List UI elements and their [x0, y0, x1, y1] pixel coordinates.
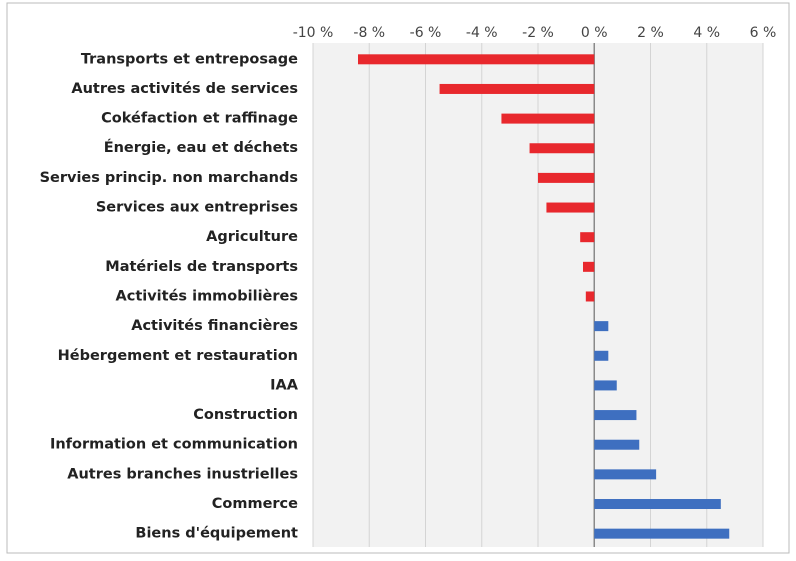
category-label: Activités immobilières: [116, 288, 298, 304]
category-label: Servies princip. non marchands: [40, 170, 298, 186]
x-tick-label: 4 %: [693, 25, 720, 41]
bar: [594, 350, 609, 361]
category-label: Agriculture: [206, 229, 298, 245]
category-label: Biens d'équipement: [135, 526, 298, 542]
bar: [594, 469, 657, 480]
bar: [594, 439, 640, 450]
bar: [594, 410, 637, 421]
bar: [583, 261, 595, 272]
category-label: Transports et entreposage: [81, 51, 298, 67]
bar: [594, 321, 609, 332]
x-tick-label: -10 %: [293, 25, 334, 41]
category-label: Cokéfaction et raffinage: [101, 111, 298, 127]
x-tick-label: -6 %: [410, 25, 442, 41]
bar: [580, 232, 595, 243]
bar: [538, 172, 595, 183]
bar: [594, 499, 721, 510]
x-tick-label: 6 %: [750, 25, 777, 41]
bar: [529, 143, 595, 154]
bar: [594, 380, 617, 391]
bar: [439, 83, 595, 94]
category-label: Matériels de transports: [105, 259, 298, 275]
category-label: Autres branches inustrielles: [67, 466, 298, 482]
bar: [546, 202, 595, 213]
x-tick-label: -4 %: [466, 25, 498, 41]
category-label: Activités financières: [131, 318, 298, 334]
x-tick-label: 0 %: [581, 25, 608, 41]
category-label: Hébergement et restauration: [58, 348, 298, 364]
x-tick-label: -2 %: [522, 25, 554, 41]
category-label: Énergie, eau et déchets: [104, 139, 298, 156]
category-label: Autres activités de services: [71, 81, 298, 97]
category-label: Services aux entreprises: [96, 200, 298, 216]
bar: [594, 528, 730, 539]
category-label: Information et communication: [50, 437, 298, 453]
x-tick-label: -8 %: [353, 25, 385, 41]
bar: [358, 54, 595, 65]
category-label: Commerce: [212, 496, 298, 512]
category-label: Construction: [193, 407, 298, 423]
bar: [585, 291, 595, 302]
chart-frame: [6, 2, 790, 554]
bar: [501, 113, 595, 124]
category-label: IAA: [270, 377, 299, 393]
x-tick-label: 2 %: [637, 25, 664, 41]
